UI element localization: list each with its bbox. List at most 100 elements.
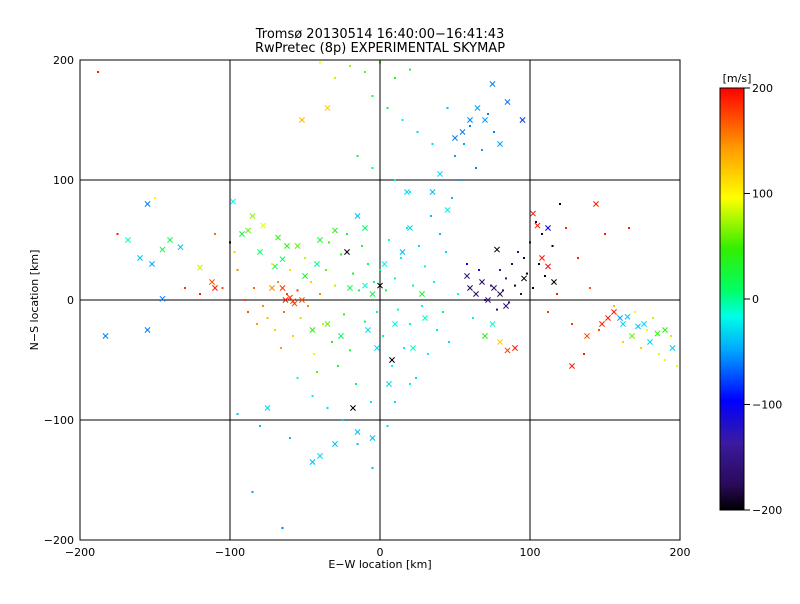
x-marker-point xyxy=(317,237,323,243)
x-marker-point xyxy=(332,227,338,234)
x-marker-point xyxy=(569,363,575,369)
dot-point xyxy=(442,311,444,313)
x-marker-stroke xyxy=(497,141,503,147)
x-marker-point xyxy=(539,255,545,261)
dot-point xyxy=(266,317,269,319)
dot-point xyxy=(559,203,561,205)
dot-point xyxy=(277,281,279,283)
dot-point xyxy=(337,365,339,367)
x-marker-stroke xyxy=(287,294,293,301)
x-marker-point xyxy=(491,285,497,291)
x-marker-point xyxy=(497,291,503,297)
x-marker-stroke xyxy=(392,321,398,327)
dot-point xyxy=(520,293,522,295)
dot-point xyxy=(427,353,429,355)
dot-point xyxy=(409,383,411,385)
x-marker-point xyxy=(314,261,320,267)
x-marker-stroke xyxy=(365,327,371,333)
dot-point xyxy=(403,347,405,349)
dot-point xyxy=(280,347,282,349)
dot-point xyxy=(436,329,438,331)
dot-point xyxy=(316,371,318,373)
dot-point xyxy=(472,317,474,319)
dot-point xyxy=(538,263,540,265)
dot-point xyxy=(658,353,660,355)
dot-point xyxy=(199,293,201,295)
x-marker-stroke xyxy=(389,357,395,363)
x-marker-point xyxy=(489,321,496,327)
dot-point xyxy=(547,311,549,313)
x-marker-stroke xyxy=(272,263,278,270)
dot-point xyxy=(424,265,426,268)
x-marker-point xyxy=(584,333,590,339)
y-tick-label: −200 xyxy=(44,534,74,547)
x-marker-point xyxy=(459,129,466,135)
x-marker-point xyxy=(125,237,131,243)
dot-point xyxy=(409,191,411,193)
dot-point xyxy=(319,293,321,295)
x-marker-point xyxy=(362,282,368,289)
x-marker-stroke xyxy=(489,81,496,87)
x-marker-point xyxy=(485,297,491,303)
y-tick-label: 200 xyxy=(53,54,74,67)
dot-point xyxy=(523,257,525,259)
x-marker-point xyxy=(429,189,436,195)
dot-point xyxy=(412,284,414,287)
x-marker-point xyxy=(534,222,541,229)
x-marker-stroke xyxy=(369,435,376,441)
x-marker-point xyxy=(611,309,617,315)
x-marker-stroke xyxy=(624,313,631,320)
x-marker-point xyxy=(144,327,151,333)
x-marker-point xyxy=(437,171,443,177)
dot-point xyxy=(296,377,299,379)
dot-point xyxy=(652,317,654,319)
x-marker-stroke xyxy=(275,234,281,241)
dot-point xyxy=(319,61,321,64)
dot-point xyxy=(544,275,546,277)
x-marker-stroke xyxy=(464,273,470,279)
dot-point xyxy=(457,293,459,295)
x-marker-stroke xyxy=(332,227,338,234)
dot-point xyxy=(409,68,411,71)
x-marker-stroke xyxy=(144,201,151,207)
dot-point xyxy=(430,215,432,217)
x-marker-stroke xyxy=(309,459,316,465)
x-marker-stroke xyxy=(482,333,488,339)
x-marker-stroke xyxy=(159,295,166,302)
x-marker-stroke xyxy=(551,279,557,285)
x-marker-stroke xyxy=(350,405,356,411)
y-axis: −200 −100 0 100 200 xyxy=(44,54,680,547)
x-marker-point xyxy=(309,459,316,465)
dot-point xyxy=(664,359,666,361)
dot-point xyxy=(535,221,537,223)
dot-point xyxy=(373,281,375,283)
colorbar-tick-label: −200 xyxy=(752,504,782,517)
colorbar xyxy=(719,87,745,511)
x-marker-point xyxy=(647,339,653,345)
x-marker-point xyxy=(290,298,296,305)
x-marker-point xyxy=(593,201,599,207)
x-marker-point xyxy=(284,243,290,249)
x-axis: −200 −100 0 100 200 xyxy=(65,60,691,559)
x-marker-point xyxy=(354,429,361,435)
x-marker-stroke xyxy=(309,327,316,333)
x-marker-point xyxy=(344,249,350,255)
y-tick-label: 0 xyxy=(67,294,74,307)
x-marker-point xyxy=(159,246,166,253)
x-marker-stroke xyxy=(354,429,361,435)
x-marker-point xyxy=(365,327,371,333)
dot-point xyxy=(382,335,384,337)
x-marker-point xyxy=(504,99,511,105)
dot-point xyxy=(364,320,366,323)
x-marker-point xyxy=(279,285,286,291)
colorbar-tick-label: 0 xyxy=(752,293,759,306)
x-marker-stroke xyxy=(239,231,245,237)
x-marker-stroke xyxy=(212,285,218,291)
x-marker-point xyxy=(624,313,631,320)
colorbar-tick-label: 100 xyxy=(752,188,773,201)
x-marker-point xyxy=(230,198,236,205)
dot-point xyxy=(454,155,456,157)
x-marker-stroke xyxy=(473,291,479,297)
dot-point xyxy=(361,245,363,247)
x-marker-point xyxy=(144,201,151,207)
